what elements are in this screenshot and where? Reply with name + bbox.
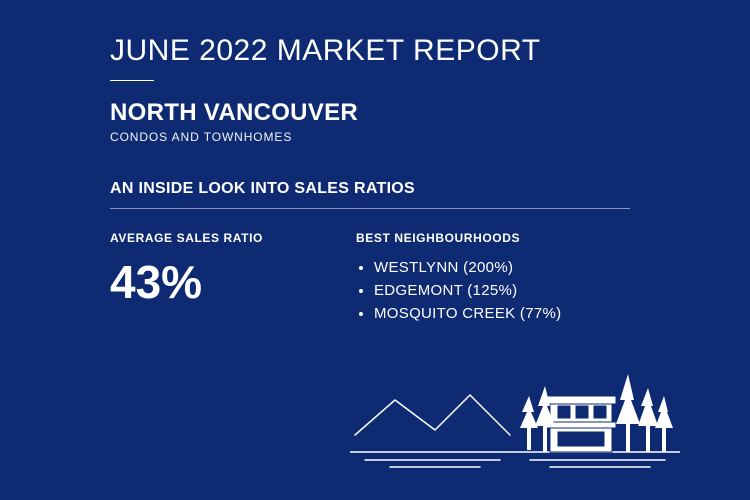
landscape-house-icon bbox=[350, 340, 680, 480]
region-name: NORTH VANCOUVER bbox=[110, 99, 750, 127]
neighbourhoods-block: BEST NEIGHBOURHOODS WESTLYNN (200%) EDGE… bbox=[356, 231, 750, 328]
list-item: EDGEMONT (125%) bbox=[374, 282, 750, 299]
average-ratio-block: AVERAGE SALES RATIO 43% bbox=[110, 231, 300, 328]
list-item: WESTLYNN (200%) bbox=[374, 259, 750, 276]
section-divider bbox=[110, 208, 630, 209]
average-ratio-heading: AVERAGE SALES RATIO bbox=[110, 231, 300, 245]
neighbourhoods-list: WESTLYNN (200%) EDGEMONT (125%) MOSQUITO… bbox=[374, 259, 750, 322]
title-divider bbox=[110, 80, 154, 81]
section-heading: AN INSIDE LOOK INTO SALES RATIOS bbox=[110, 180, 630, 206]
page-title: JUNE 2022 MARKET REPORT bbox=[110, 34, 750, 68]
neighbourhoods-heading: BEST NEIGHBOURHOODS bbox=[356, 231, 750, 245]
average-ratio-value: 43% bbox=[110, 259, 300, 305]
list-item: MOSQUITO CREEK (77%) bbox=[374, 305, 750, 322]
property-type-subtitle: CONDOS AND TOWNHOMES bbox=[110, 130, 750, 144]
stats-columns: AVERAGE SALES RATIO 43% BEST NEIGHBOURHO… bbox=[110, 231, 750, 328]
